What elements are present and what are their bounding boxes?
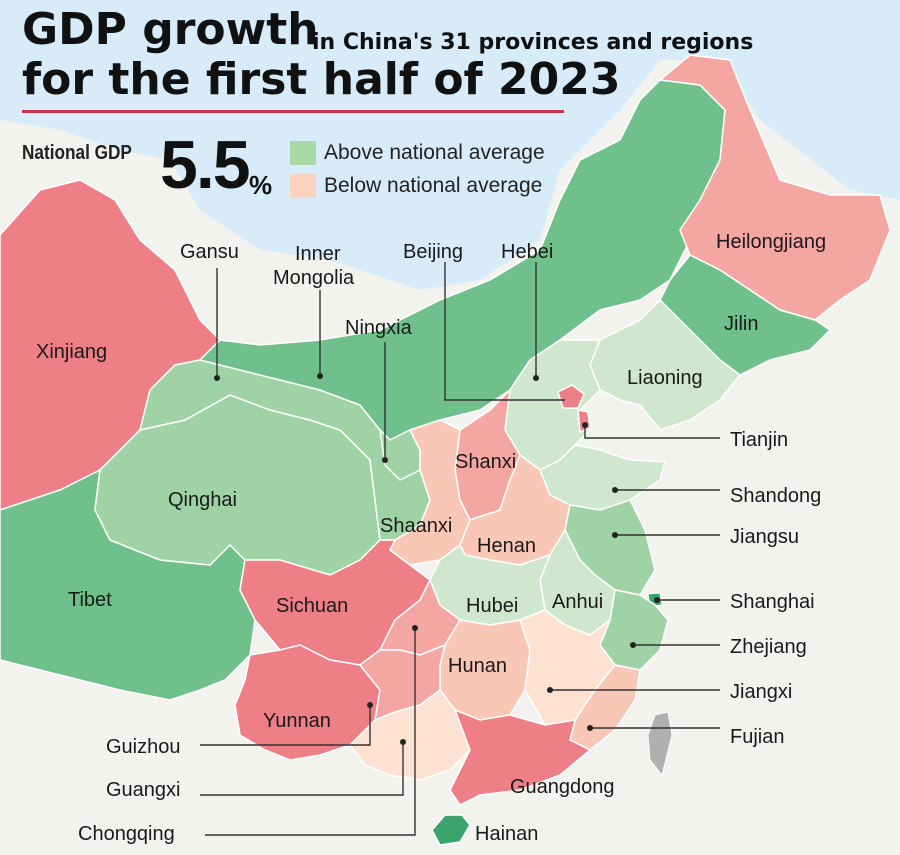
label-xinjiang: Xinjiang [36,341,107,363]
legend-below-swatch [290,174,316,198]
label-hainan: Hainan [475,823,538,845]
label-anhui: Anhui [552,591,603,613]
label-chongqing: Chongqing [78,823,175,845]
legend-above-label: Above national average [324,141,545,164]
label-beijing: Beijing [403,241,463,263]
title-underline [22,110,564,113]
legend-below-label: Below national average [324,174,543,197]
title-line1-small: in China's 31 provinces and regions [312,30,754,55]
label-guangdong: Guangdong [510,776,615,798]
legend-below: Below national average [290,174,542,198]
national-gdp-unit: % [249,170,273,200]
title-line2: for the first half of 2023 [22,54,621,105]
label-yunnan: Yunnan [263,710,331,732]
label-jilin: Jilin [724,313,758,335]
label-shaanxi: Shaanxi [380,515,452,537]
label-gansu: Gansu [180,241,239,263]
label-tibet: Tibet [68,589,112,611]
label-heilongjiang: Heilongjiang [716,231,826,253]
national-gdp-label: National GDP [22,142,132,164]
region-guangdong [449,708,592,806]
national-gdp-value: 5.5 [160,127,251,203]
label-sichuan: Sichuan [276,595,348,617]
label-tianjin: Tianjin [730,429,788,451]
label-hubei: Hubei [466,595,518,617]
label-inner-mongolia-2: Mongolia [273,267,355,289]
region-guizhou [358,643,447,722]
region-hainan [431,814,471,846]
label-hebei: Hebei [501,241,553,263]
label-zhejiang: Zhejiang [730,636,807,658]
label-guizhou: Guizhou [106,736,181,758]
label-shanghai: Shanghai [730,591,815,613]
leader-lines [200,262,720,836]
label-guangxi: Guangxi [106,779,181,801]
title-line1-big: GDP growth [22,4,319,55]
legend-above: Above national average [290,141,545,165]
region-tianjin [577,409,591,434]
region-beijing [557,384,585,409]
label-liaoning: Liaoning [627,367,703,389]
region-liaoning [589,298,742,431]
label-henan: Henan [477,535,536,557]
leader-dots [214,373,660,745]
label-shandong: Shandong [730,485,821,507]
legend-above-swatch [290,141,316,165]
label-jiangxi: Jiangxi [730,681,792,703]
label-inner-mongolia-1: Inner [295,243,341,265]
label-ningxia: Ningxia [345,317,413,339]
label-qinghai: Qinghai [168,489,237,511]
label-hunan: Hunan [448,655,507,677]
label-shanxi: Shanxi [455,451,516,473]
label-jiangsu: Jiangsu [730,526,799,548]
label-fujian: Fujian [730,726,784,748]
region-shaanxi [389,419,471,566]
